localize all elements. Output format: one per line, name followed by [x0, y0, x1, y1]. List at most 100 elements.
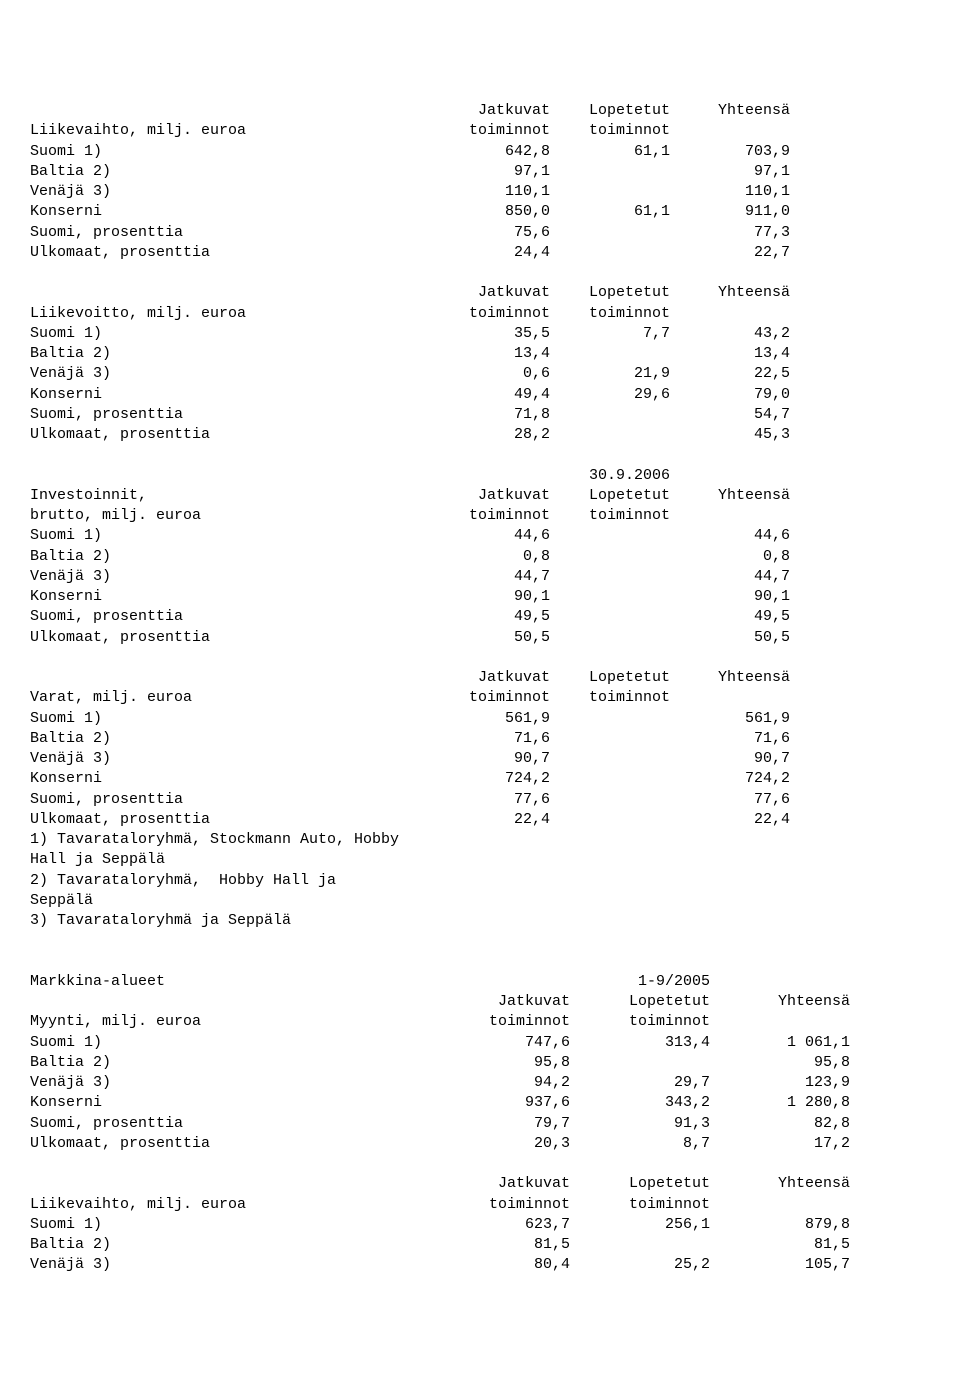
row-label: Suomi, prosenttia — [30, 223, 430, 243]
col-continuing: 49,5 — [430, 607, 550, 627]
col-total: Yhteensä — [710, 1174, 850, 1194]
row-label: Suomi, prosenttia — [30, 790, 430, 810]
col-continuing: 95,8 — [430, 1053, 570, 1073]
col-total: 561,9 — [670, 709, 790, 729]
row-label: Konserni — [30, 587, 430, 607]
row-label: Suomi 1) — [30, 526, 430, 546]
col-discontinued: 313,4 — [570, 1033, 710, 1053]
footnote: Hall ja Seppälä — [30, 850, 930, 870]
col-total: 22,7 — [670, 243, 790, 263]
row-label: Konserni — [30, 202, 430, 222]
col-continuing: 49,4 — [430, 385, 550, 405]
col-discontinued: 256,1 — [570, 1215, 710, 1235]
col-continuing: 623,7 — [430, 1215, 570, 1235]
col-discontinued: 21,9 — [550, 364, 670, 384]
col-discontinued: 61,1 — [550, 202, 670, 222]
col-total: 79,0 — [670, 385, 790, 405]
table-row: Suomi, prosenttia79,791,382,8 — [30, 1114, 930, 1134]
col-continuing: Jatkuvat — [430, 101, 550, 121]
col-total: 13,4 — [670, 344, 790, 364]
table-row: Suomi, prosenttia77,677,6 — [30, 790, 930, 810]
col-total: 22,4 — [670, 810, 790, 830]
col-total: 911,0 — [670, 202, 790, 222]
col-discontinued: Lopetetut — [570, 992, 710, 1012]
table-row: Ulkomaat, prosenttia22,422,4 — [30, 810, 930, 830]
table-row: Suomi, prosenttia49,549,5 — [30, 607, 930, 627]
table-row: Venäjä 3)44,744,7 — [30, 567, 930, 587]
col-total: 82,8 — [710, 1114, 850, 1134]
table-row: Ulkomaat, prosenttia20,38,717,2 — [30, 1134, 930, 1154]
row-label: Liikevoitto, milj. euroa — [30, 304, 430, 324]
col-discontinued: Lopetetut — [550, 668, 670, 688]
col-continuing: 35,5 — [430, 324, 550, 344]
col-continuing: 80,4 — [430, 1255, 570, 1275]
col-total: 44,7 — [670, 567, 790, 587]
col-continuing: toiminnot — [430, 304, 550, 324]
col-total: 54,7 — [670, 405, 790, 425]
row-label: Konserni — [30, 1093, 430, 1113]
row-label: Ulkomaat, prosenttia — [30, 628, 430, 648]
table-row: Suomi 1)623,7256,1879,8 — [30, 1215, 930, 1235]
table-row: Ulkomaat, prosenttia24,422,7 — [30, 243, 930, 263]
row-label: Suomi, prosenttia — [30, 405, 430, 425]
row-label: Venäjä 3) — [30, 1073, 430, 1093]
footnote: Seppälä — [30, 891, 930, 911]
col-continuing: 0,6 — [430, 364, 550, 384]
col-discontinued: toiminnot — [570, 1012, 710, 1032]
row-label: Venäjä 3) — [30, 1255, 430, 1275]
col-continuing: 110,1 — [430, 182, 550, 202]
col-discontinued: toiminnot — [570, 1195, 710, 1215]
col-continuing: 24,4 — [430, 243, 550, 263]
row-label: Suomi 1) — [30, 1033, 430, 1053]
col-discontinued: 61,1 — [550, 142, 670, 162]
col-discontinued: 7,7 — [550, 324, 670, 344]
col-total: 43,2 — [670, 324, 790, 344]
col-discontinued: Lopetetut — [550, 101, 670, 121]
col-total: 1 061,1 — [710, 1033, 850, 1053]
row-label: Suomi 1) — [30, 142, 430, 162]
col-continuing: 22,4 — [430, 810, 550, 830]
col-continuing: 747,6 — [430, 1033, 570, 1053]
col-total: 90,1 — [670, 587, 790, 607]
footnote: 1) Tavarataloryhmä, Stockmann Auto, Hobb… — [30, 830, 930, 850]
col-continuing: toiminnot — [430, 506, 550, 526]
row-label: Suomi 1) — [30, 1215, 430, 1235]
col-total: 77,6 — [670, 790, 790, 810]
col-continuing: 44,6 — [430, 526, 550, 546]
row-label: brutto, milj. euroa — [30, 506, 430, 526]
col-continuing: 97,1 — [430, 162, 550, 182]
table-row: Venäjä 3)94,229,7123,9 — [30, 1073, 930, 1093]
table-row: Konserni724,2724,2 — [30, 769, 930, 789]
table-row: Suomi 1)35,57,743,2 — [30, 324, 930, 344]
col-discontinued: toiminnot — [550, 688, 670, 708]
table-row: Suomi 1)642,861,1703,9 — [30, 142, 930, 162]
col-total: Yhteensä — [670, 101, 790, 121]
col-discontinued: Lopetetut — [550, 486, 670, 506]
col-continuing: 94,2 — [430, 1073, 570, 1093]
row-label: Konserni — [30, 385, 430, 405]
row-label: Konserni — [30, 769, 430, 789]
table-row: Baltia 2)81,581,5 — [30, 1235, 930, 1255]
col-discontinued: 91,3 — [570, 1114, 710, 1134]
table-row: Venäjä 3)80,425,2105,7 — [30, 1255, 930, 1275]
col-continuing: Jatkuvat — [430, 283, 550, 303]
table-row: Investoinnit,JatkuvatLopetetutYhteensä — [30, 486, 930, 506]
table-row: JatkuvatLopetetutYhteensä — [30, 1174, 930, 1194]
col-total: 97,1 — [670, 162, 790, 182]
col-discontinued: 30.9.2006 — [550, 466, 670, 486]
row-label: Myynti, milj. euroa — [30, 1012, 430, 1032]
col-continuing: 642,8 — [430, 142, 550, 162]
footnote: 3) Tavarataloryhmä ja Seppälä — [30, 911, 930, 931]
row-label: Baltia 2) — [30, 1053, 430, 1073]
table-row: Konserni90,190,1 — [30, 587, 930, 607]
row-label: Venäjä 3) — [30, 567, 430, 587]
col-continuing: 13,4 — [430, 344, 550, 364]
row-label: Ulkomaat, prosenttia — [30, 1134, 430, 1154]
row-label: Baltia 2) — [30, 547, 430, 567]
table-row: Baltia 2)13,413,4 — [30, 344, 930, 364]
row-label: Ulkomaat, prosenttia — [30, 425, 430, 445]
row-label: Baltia 2) — [30, 162, 430, 182]
col-total: 90,7 — [670, 749, 790, 769]
table-row: Baltia 2)0,80,8 — [30, 547, 930, 567]
col-discontinued: toiminnot — [550, 304, 670, 324]
